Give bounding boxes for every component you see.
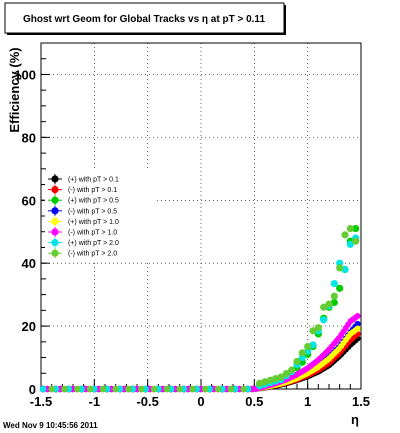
legend-marker	[51, 196, 59, 204]
legend-marker	[51, 175, 59, 183]
data-point-8	[201, 385, 209, 393]
x-axis-title: η	[351, 412, 359, 427]
data-point-8	[86, 385, 94, 393]
data-point-8	[112, 385, 119, 393]
y-tick-label: 100	[14, 67, 36, 82]
x-tick-label: 0	[197, 394, 204, 409]
legend-label: (-) with pT > 0.1	[68, 187, 117, 194]
legend-marker	[51, 207, 59, 215]
data-series	[39, 224, 361, 393]
data-point	[346, 240, 354, 248]
legend-marker	[51, 249, 59, 257]
data-point	[336, 284, 344, 292]
data-point-8	[99, 385, 107, 393]
legend-label: (+) with pT > 0.1	[68, 177, 119, 184]
title-box	[4, 2, 285, 34]
data-point-8	[73, 385, 81, 393]
data-point-8	[61, 385, 68, 393]
legend-box	[45, 171, 157, 262]
data-point	[325, 300, 333, 308]
data-point	[320, 303, 328, 311]
timestamp: Wed Nov 9 10:45:56 2011	[3, 421, 98, 430]
data-point-8	[240, 385, 247, 393]
data-point-8	[150, 385, 158, 393]
data-point-8	[48, 385, 55, 393]
tick-labels: -1.5 -1 -0.5 0 0.5 1 1.5 0 20 40 60 80 100	[14, 67, 370, 409]
data-point	[330, 292, 338, 300]
legend: (+) with pT > 0.1 (-) with pT > 0.1 (+) wi…	[45, 171, 157, 262]
legend-marker	[51, 217, 59, 225]
legend-label: (-) with pT > 1.0	[68, 230, 117, 237]
data-point	[354, 313, 361, 320]
data-point-8	[137, 385, 145, 393]
y-axis-title: Efficiency (%)	[7, 47, 22, 132]
data-point	[352, 237, 360, 245]
x-tick-label: -1.5	[30, 394, 52, 409]
x-tick-label: 1	[304, 394, 311, 409]
legend-label: (-) with pT > 0.5	[68, 208, 117, 215]
title-box-shadow	[284, 5, 286, 35]
series-8	[256, 224, 360, 387]
data-point	[309, 327, 317, 335]
data-point	[346, 224, 354, 233]
data-point	[354, 325, 361, 332]
data-point	[336, 264, 344, 272]
data-point	[282, 369, 290, 378]
legend-marker	[51, 239, 59, 247]
x-tick-label: -1	[89, 394, 101, 409]
y-tick-label: 60	[22, 193, 36, 208]
data-point-8	[163, 385, 171, 393]
data-point	[330, 280, 338, 288]
y-tick-label: 20	[22, 319, 36, 334]
y-tick-label: 40	[22, 256, 36, 271]
data-point	[277, 373, 285, 381]
data-point	[354, 320, 361, 327]
data-point	[314, 324, 322, 332]
data-point	[293, 357, 301, 366]
data-point-8	[214, 385, 222, 393]
data-point	[298, 349, 306, 357]
y-tick-label: 0	[29, 382, 36, 397]
data-point	[352, 224, 360, 233]
y-tick-label: 80	[22, 130, 36, 145]
x-tick-label: 1.5	[352, 394, 370, 409]
data-point-8	[176, 385, 183, 393]
title-box-shadow-bottom	[7, 33, 286, 35]
data-point-8	[227, 385, 235, 393]
data-point-8	[189, 385, 196, 393]
legend-label: (+) with pT > 1.0	[68, 219, 119, 226]
legend-label: (+) with pT > 0.5	[68, 198, 119, 205]
legend-marker	[51, 186, 59, 194]
data-point	[341, 231, 349, 239]
data-point-8	[125, 385, 132, 393]
legend-marker	[51, 228, 59, 236]
data-point	[304, 342, 312, 351]
x-tick-label: -0.5	[136, 394, 158, 409]
legend-label: (+) with pT > 2.0	[68, 240, 119, 247]
data-point-7	[39, 385, 47, 393]
legend-label: (-) with pT > 2.0	[68, 251, 117, 258]
x-tick-label: 0.5	[245, 394, 263, 409]
data-point	[288, 366, 296, 374]
data-point	[320, 316, 328, 324]
chart-title: Ghost wrt Geom for Global Tracks vs η at…	[23, 14, 265, 25]
